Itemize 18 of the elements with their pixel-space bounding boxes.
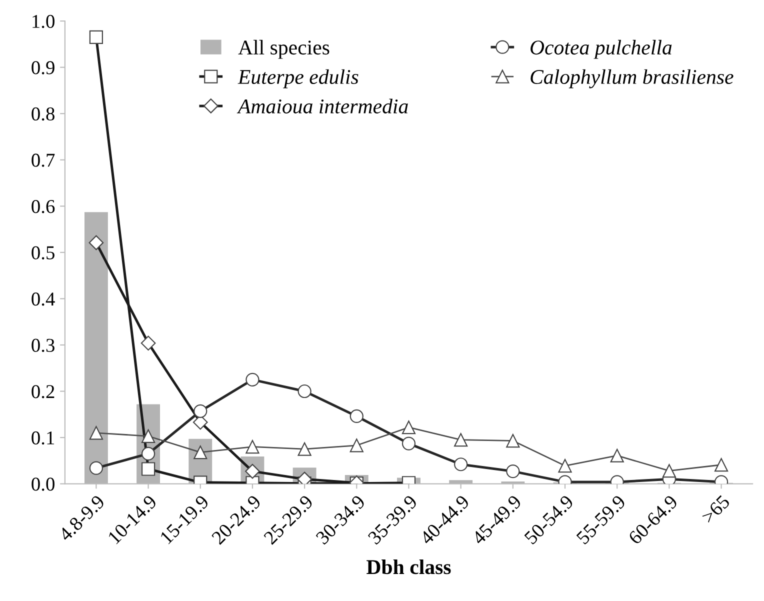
y-tick-label: 0.8 bbox=[32, 107, 54, 121]
legend-label: All species bbox=[238, 40, 330, 59]
y-tick-label: 0.1 bbox=[32, 431, 54, 445]
y-tick-label: 1.0 bbox=[32, 14, 54, 28]
y-tick-label: 0.4 bbox=[32, 292, 55, 306]
legend-label: Amaioua intermedia bbox=[236, 98, 408, 114]
legend-label: Euterpe edulis bbox=[238, 69, 358, 88]
legend-label: Ocotea pulchella bbox=[530, 40, 672, 59]
y-tick-label: 0.7 bbox=[32, 154, 55, 167]
y-tick-label: 0.9 bbox=[32, 61, 54, 74]
y-tick-label: 0.6 bbox=[32, 200, 55, 214]
x-tick-label: >65 bbox=[700, 494, 730, 524]
y-tick-label: 0.3 bbox=[32, 338, 54, 352]
y-tick-label: 0.5 bbox=[32, 246, 54, 260]
y-tick-label: 0.0 bbox=[32, 478, 54, 491]
x-axis-title: Dbh class bbox=[366, 559, 451, 574]
legend-label: Calophyllum brasiliense bbox=[530, 69, 734, 88]
y-tick-label: 0.2 bbox=[32, 385, 54, 398]
